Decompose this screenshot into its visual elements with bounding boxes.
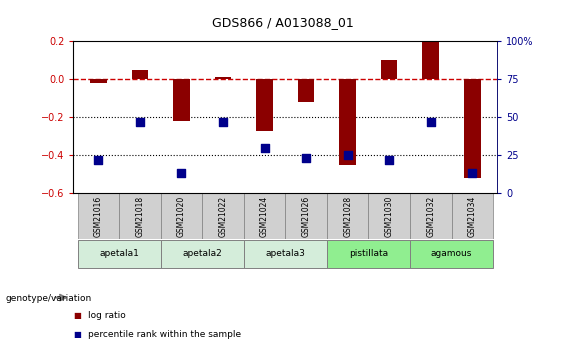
Text: ■: ■ — [73, 330, 81, 339]
Text: pistillata: pistillata — [349, 249, 388, 258]
Text: GSM21028: GSM21028 — [343, 195, 352, 237]
Point — [343, 152, 352, 158]
Bar — [340, 79, 356, 165]
Text: agamous: agamous — [431, 249, 472, 258]
Bar — [160, 240, 244, 268]
Text: GDS866 / A013088_01: GDS866 / A013088_01 — [212, 16, 353, 29]
Text: log ratio: log ratio — [88, 311, 125, 320]
Bar — [77, 193, 119, 239]
Text: GSM21030: GSM21030 — [385, 195, 394, 237]
Bar — [119, 193, 160, 239]
Bar — [327, 193, 368, 239]
Point — [426, 119, 435, 125]
Bar — [90, 79, 107, 83]
Text: genotype/variation: genotype/variation — [6, 294, 92, 303]
Point — [260, 145, 269, 150]
Text: GSM21034: GSM21034 — [468, 195, 477, 237]
Bar — [423, 41, 439, 79]
Bar — [464, 79, 481, 178]
Bar — [202, 193, 244, 239]
Text: GSM21018: GSM21018 — [136, 195, 145, 237]
Text: GSM21016: GSM21016 — [94, 195, 103, 237]
Bar — [410, 240, 493, 268]
Bar — [368, 193, 410, 239]
Point — [177, 171, 186, 176]
Text: percentile rank within the sample: percentile rank within the sample — [88, 330, 241, 339]
Bar — [215, 77, 231, 79]
Text: GSM21032: GSM21032 — [426, 195, 435, 237]
Point — [468, 171, 477, 176]
Text: GSM21020: GSM21020 — [177, 195, 186, 237]
Bar — [173, 79, 190, 121]
Text: apetala2: apetala2 — [182, 249, 222, 258]
Bar — [77, 240, 160, 268]
Text: apetala3: apetala3 — [266, 249, 305, 258]
Bar — [298, 79, 314, 102]
Bar — [451, 193, 493, 239]
Point — [385, 157, 394, 162]
Text: GSM21022: GSM21022 — [219, 195, 228, 237]
Bar — [132, 70, 148, 79]
Bar — [285, 193, 327, 239]
Bar — [327, 240, 410, 268]
Point — [302, 156, 311, 161]
Text: apetala1: apetala1 — [99, 249, 139, 258]
Point — [136, 119, 145, 125]
Text: ■: ■ — [73, 311, 81, 320]
Bar — [257, 79, 273, 130]
Bar — [381, 60, 398, 79]
Bar — [244, 193, 285, 239]
Text: GSM21026: GSM21026 — [302, 195, 311, 237]
Bar — [244, 240, 327, 268]
Bar — [160, 193, 202, 239]
Point — [94, 157, 103, 162]
Text: GSM21024: GSM21024 — [260, 195, 269, 237]
Point — [219, 119, 228, 125]
Bar — [410, 193, 451, 239]
